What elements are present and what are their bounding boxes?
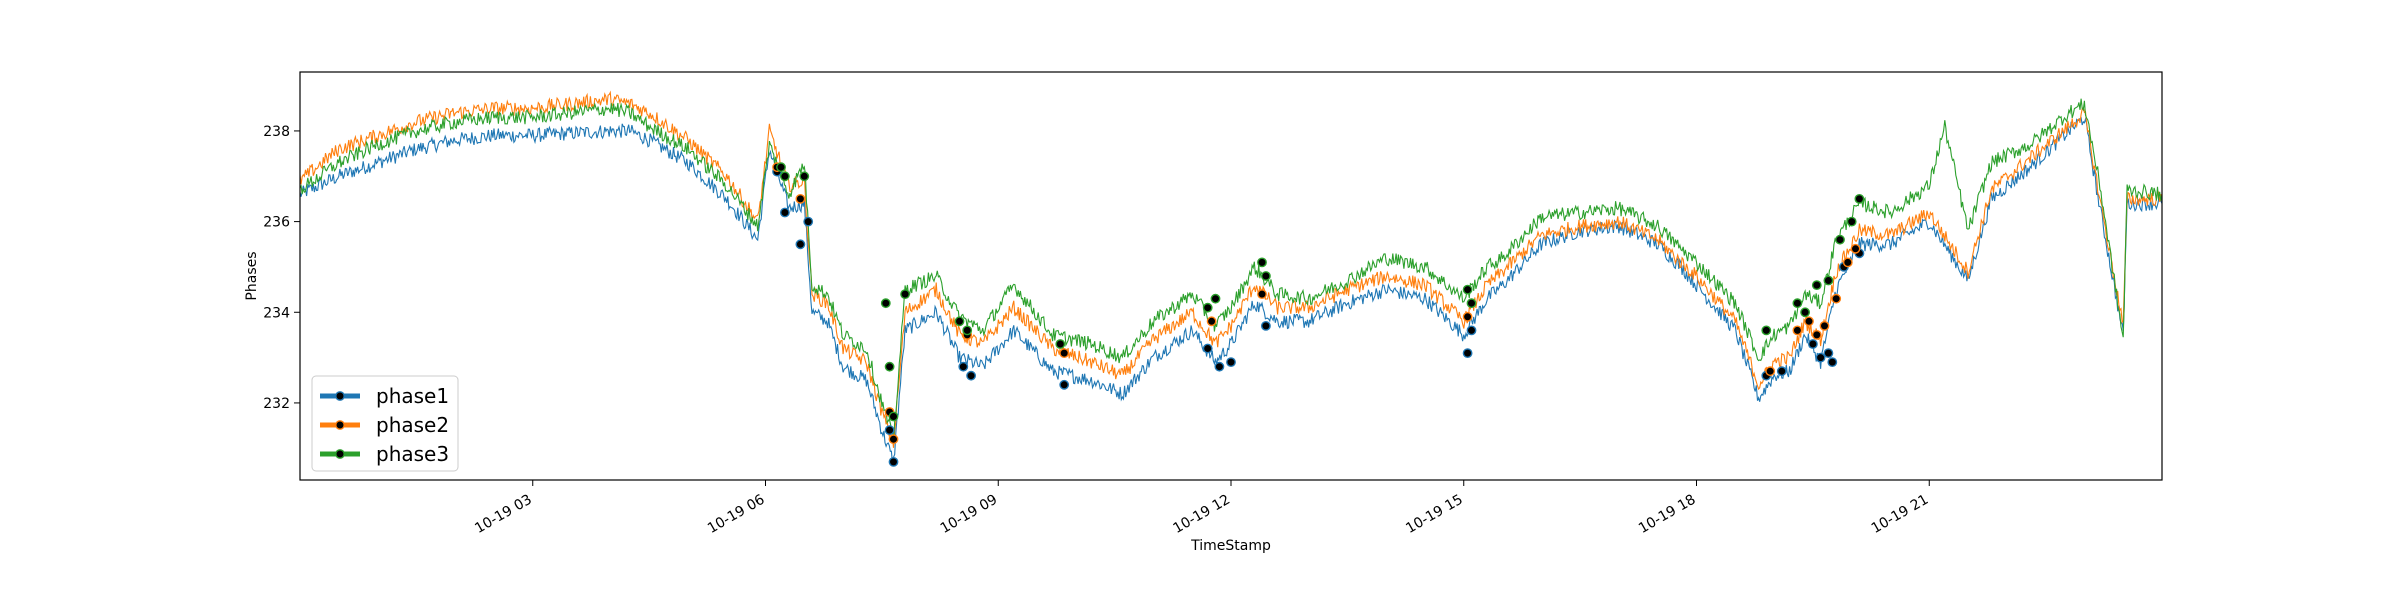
legend-label-phase1: phase1	[376, 384, 449, 408]
x-tick-label-1: 10-19 06	[705, 492, 768, 537]
marker-phase2-11	[1804, 316, 1814, 327]
marker-phase3-21	[1835, 234, 1845, 245]
y-tick-label-236: 236	[263, 215, 290, 231]
y-axis: 232 234 236 238	[263, 124, 300, 412]
legend-label-phase2: phase2	[376, 413, 449, 437]
marker-phase2-3	[888, 434, 899, 445]
marker-phase1-18	[1815, 352, 1826, 363]
x-tick-label-6: 10-19 21	[1869, 492, 1932, 537]
marker-phase1-2	[795, 239, 806, 250]
x-tick-label-2: 10-19 09	[938, 492, 1001, 537]
y-tick-label-238: 238	[263, 124, 290, 140]
legend-marker-phase2	[335, 420, 345, 430]
x-tick-label-4: 10-19 15	[1403, 492, 1466, 537]
marker-phase3-1	[780, 171, 790, 182]
marker-phase3-17	[1792, 298, 1803, 309]
marker-phase1-17	[1808, 339, 1818, 349]
marker-phase3-19	[1811, 280, 1822, 290]
marker-phase2-15	[1842, 257, 1853, 268]
marker-phase2-12	[1811, 329, 1822, 340]
marker-phase1-9	[1202, 343, 1213, 354]
marker-phase3-14	[1462, 284, 1473, 295]
marker-phase3-13	[1261, 271, 1271, 281]
x-tick-label-3: 10-19 12	[1170, 492, 1233, 537]
marker-phase2-8	[1462, 311, 1473, 322]
marker-phase3-3	[880, 298, 891, 309]
marker-phase1-5	[888, 456, 899, 467]
x-axis: 10-19 03 10-19 06 10-19 09 10-19 12 10-19 15…	[472, 480, 1931, 537]
marker-phase1-6	[958, 361, 969, 372]
x-tick-label-5: 10-19 18	[1636, 492, 1699, 537]
marker-phase3-22	[1846, 216, 1857, 227]
marker-phase2-7	[1257, 289, 1267, 299]
marker-phase2-16	[1850, 243, 1861, 254]
marker-phase2-9	[1765, 366, 1776, 377]
marker-phase1-11	[1226, 357, 1236, 367]
legend-label-phase3: phase3	[376, 442, 449, 466]
marker-phase1-16	[1776, 366, 1787, 377]
legend-marker-phase3	[335, 449, 345, 459]
marker-phase2-1	[795, 193, 806, 204]
marker-phase3-0	[776, 162, 786, 173]
marker-layer	[772, 162, 1865, 467]
y-tick-label-232: 232	[263, 396, 290, 412]
marker-phase3-8	[962, 325, 973, 336]
marker-phase1-4	[884, 425, 895, 435]
marker-phase1-19	[1823, 348, 1834, 358]
marker-phase3-9	[1055, 339, 1066, 349]
marker-phase1-3	[803, 216, 814, 227]
marker-phase3-7	[954, 316, 965, 327]
x-tick-label-0: 10-19 03	[472, 492, 535, 537]
marker-phase3-4	[884, 361, 895, 372]
marker-phase2-6	[1206, 316, 1217, 327]
marker-phase3-15	[1466, 298, 1477, 309]
legend: phase1 phase2 phase3	[311, 375, 459, 472]
marker-phase3-18	[1800, 307, 1811, 318]
marker-phase3-16	[1761, 325, 1772, 336]
marker-phase3-10	[1202, 302, 1213, 313]
marker-phase1-20	[1827, 357, 1838, 367]
marker-phase3-12	[1257, 257, 1267, 268]
legend-box	[311, 375, 459, 472]
marker-phase2-14	[1831, 293, 1842, 304]
marker-phase3-6	[900, 289, 910, 299]
x-axis-label: TimeStamp	[1190, 538, 1271, 554]
plot-background	[300, 72, 2162, 480]
marker-phase1-14	[1466, 325, 1477, 336]
marker-phase1-13	[1462, 348, 1473, 358]
marker-phase1-7	[966, 370, 976, 381]
y-tick-label-234: 234	[263, 305, 290, 321]
marker-phase3-2	[799, 171, 810, 182]
marker-phase1-10	[1214, 361, 1225, 372]
marker-phase1-8	[1059, 379, 1070, 390]
marker-phase2-10	[1792, 325, 1803, 336]
marker-phase1-12	[1261, 320, 1271, 331]
legend-marker-phase1	[335, 391, 345, 401]
marker-phase2-5	[1059, 348, 1070, 358]
marker-phase3-23	[1854, 193, 1865, 204]
y-axis-label: Phases	[244, 251, 260, 300]
marker-phase2-13	[1819, 320, 1830, 331]
marker-phase3-20	[1823, 275, 1834, 286]
marker-phase1-1	[780, 207, 790, 218]
marker-phase3-5	[888, 411, 899, 422]
marker-phase3-11	[1210, 293, 1221, 304]
